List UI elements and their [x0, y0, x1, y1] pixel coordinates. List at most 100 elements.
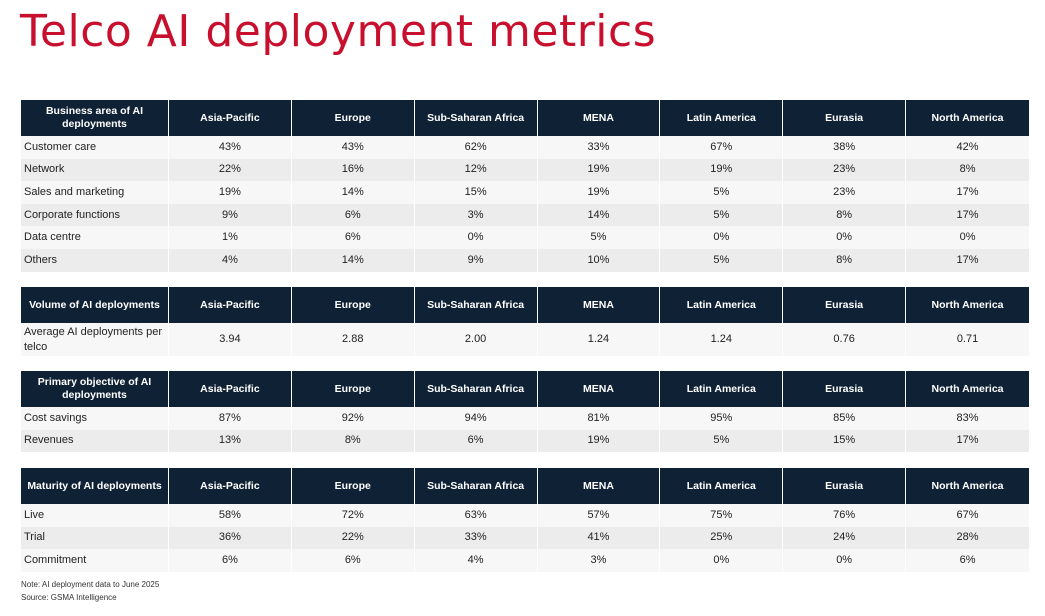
table-cell: 8%: [291, 429, 415, 452]
table-header-row: Maturity of AI deployments Asia-Pacific Eu…: [21, 468, 1029, 504]
footnote-source: Source: GSMA Intelligence: [21, 593, 117, 602]
table-cell: 14%: [537, 203, 661, 227]
category-header: Primary objective of AI deployments: [21, 371, 169, 407]
table-cell: 0%: [414, 226, 538, 249]
table-cell: 1%: [169, 226, 292, 249]
table-cell: 67%: [660, 136, 784, 159]
region-header: Eurasia: [783, 468, 907, 504]
table-cell: 81%: [537, 407, 661, 430]
table-cell: 36%: [169, 526, 292, 549]
region-header: Asia-Pacific: [169, 100, 292, 136]
table-cell: 62%: [414, 136, 538, 159]
table-cell: 63%: [414, 504, 538, 527]
table-cell: 0%: [660, 226, 784, 249]
table-row: Customer care 43% 43% 62% 33% 67% 38% 42%: [21, 136, 1029, 159]
region-header: MENA: [537, 100, 661, 136]
category-header: Volume of AI deployments: [21, 287, 169, 323]
row-label: Trial: [21, 526, 169, 549]
table-cell: 1.24: [537, 323, 661, 356]
table-cell: 28%: [906, 526, 1029, 549]
table-cell: 43%: [291, 136, 415, 159]
primary-objective-table: Primary objective of AI deployments Asia-…: [21, 371, 1029, 452]
table-row: Live 58% 72% 63% 57% 75% 76% 67%: [21, 504, 1029, 527]
region-header: Europe: [291, 468, 415, 504]
table-cell: 33%: [537, 136, 661, 159]
table-cell: 76%: [783, 504, 907, 527]
table-cell: 5%: [660, 248, 784, 272]
table-cell: 15%: [414, 181, 538, 204]
table-cell: 14%: [291, 181, 415, 204]
table-cell: 5%: [660, 429, 784, 452]
table-cell: 95%: [660, 407, 784, 430]
region-header: Eurasia: [783, 100, 907, 136]
region-header: Sub-Saharan Africa: [414, 100, 538, 136]
table-row: Corporate functions 9% 6% 3% 14% 5% 8% 17%: [21, 203, 1029, 227]
business-area-table: Business area of AI deployments Asia-Paci…: [21, 100, 1029, 272]
table-cell: 6%: [906, 549, 1029, 572]
table-header-row: Primary objective of AI deployments Asia-…: [21, 371, 1029, 407]
volume-table: Volume of AI deployments Asia-Pacific Euro…: [21, 287, 1029, 356]
region-header: MENA: [537, 371, 661, 407]
table-cell: 8%: [906, 158, 1029, 182]
category-header: Business area of AI deployments: [21, 100, 169, 136]
region-header: Latin America: [660, 287, 784, 323]
table-cell: 19%: [660, 158, 784, 182]
table-cell: 0%: [783, 549, 907, 572]
table-header-row: Volume of AI deployments Asia-Pacific Euro…: [21, 287, 1029, 323]
table-cell: 4%: [169, 248, 292, 272]
region-header: Latin America: [660, 100, 784, 136]
table-cell: 25%: [660, 526, 784, 549]
table-cell: 94%: [414, 407, 538, 430]
table-row: Cost savings 87% 92% 94% 81% 95% 85% 83%: [21, 407, 1029, 430]
row-label: Customer care: [21, 136, 169, 159]
table-cell: 14%: [291, 248, 415, 272]
table-cell: 5%: [660, 203, 784, 227]
table-cell: 87%: [169, 407, 292, 430]
table-cell: 58%: [169, 504, 292, 527]
region-header: Europe: [291, 287, 415, 323]
table-row: Others 4% 14% 9% 10% 5% 8% 17%: [21, 248, 1029, 272]
table-cell: 75%: [660, 504, 784, 527]
row-label: Others: [21, 248, 169, 272]
table-cell: 41%: [537, 526, 661, 549]
table-cell: 19%: [537, 429, 661, 452]
table-cell: 6%: [414, 429, 538, 452]
region-header: North America: [906, 100, 1029, 136]
table-cell: 22%: [169, 158, 292, 182]
region-header: MENA: [537, 287, 661, 323]
row-label: Average AI deployments per telco: [21, 323, 169, 356]
region-header: Sub-Saharan Africa: [414, 287, 538, 323]
table-cell: 92%: [291, 407, 415, 430]
row-label: Cost savings: [21, 407, 169, 430]
row-label: Data centre: [21, 226, 169, 249]
table-cell: 24%: [783, 526, 907, 549]
table-cell: 42%: [906, 136, 1029, 159]
table-cell: 5%: [537, 226, 661, 249]
table-row: Data centre 1% 6% 0% 5% 0% 0% 0%: [21, 226, 1029, 249]
region-header: Asia-Pacific: [169, 468, 292, 504]
table-cell: 9%: [169, 203, 292, 227]
table-cell: 19%: [537, 158, 661, 182]
region-header: Sub-Saharan Africa: [414, 371, 538, 407]
category-header: Maturity of AI deployments: [21, 468, 169, 504]
region-header: Latin America: [660, 468, 784, 504]
table-cell: 33%: [414, 526, 538, 549]
page-title: Telco AI deployment metrics: [20, 6, 657, 57]
table-cell: 6%: [291, 203, 415, 227]
table-cell: 85%: [783, 407, 907, 430]
region-header: Sub-Saharan Africa: [414, 468, 538, 504]
table-cell: 8%: [783, 203, 907, 227]
table-cell: 23%: [783, 158, 907, 182]
table-cell: 72%: [291, 504, 415, 527]
region-header: Latin America: [660, 371, 784, 407]
region-header: MENA: [537, 468, 661, 504]
region-header: North America: [906, 468, 1029, 504]
table-cell: 67%: [906, 504, 1029, 527]
table-cell: 19%: [537, 181, 661, 204]
table-row: Trial 36% 22% 33% 41% 25% 24% 28%: [21, 526, 1029, 549]
table-cell: 43%: [169, 136, 292, 159]
table-cell: 15%: [783, 429, 907, 452]
table-cell: 0%: [906, 226, 1029, 249]
row-label: Commitment: [21, 549, 169, 572]
region-header: Eurasia: [783, 287, 907, 323]
